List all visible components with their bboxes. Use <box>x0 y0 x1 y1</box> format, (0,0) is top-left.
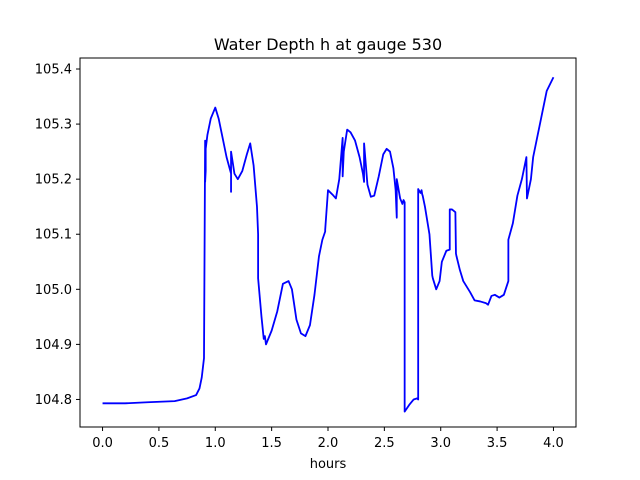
y-tick-label: 104.9 <box>35 338 72 353</box>
plot-frame <box>79 57 577 428</box>
x-axis-label: hours <box>310 457 347 472</box>
y-tick-label: 105.3 <box>35 118 72 133</box>
x-tick-label: 1.5 <box>261 436 282 451</box>
y-tick-label: 105.2 <box>35 173 72 188</box>
x-tick-label: 3.0 <box>430 436 451 451</box>
x-tick-label: 4.0 <box>543 436 564 451</box>
x-tick-label: 0.5 <box>149 436 170 451</box>
y-tick-label: 104.8 <box>35 393 72 408</box>
series-line-0 <box>102 76 555 413</box>
x-tick-label: 1.0 <box>205 436 226 451</box>
x-tick-label: 2.5 <box>374 436 395 451</box>
y-tick-label: 105.1 <box>35 228 72 243</box>
chart-title: Water Depth h at gauge 530 <box>214 35 442 54</box>
x-tick-label: 2.0 <box>318 436 339 451</box>
x-axis: 0.0 0.5 1.0 1.5 2.0 2.5 3.0 3.5 4.0 <box>92 427 564 451</box>
x-tick-label: 3.5 <box>487 436 508 451</box>
x-tick-label: 0.0 <box>92 436 113 451</box>
y-axis: 104.8 104.9 105.0 105.1 105.2 105.3 105.4 <box>35 63 80 408</box>
series-layer <box>102 76 555 413</box>
y-tick-label: 105.4 <box>35 63 72 78</box>
y-tick-label: 105.0 <box>35 283 72 298</box>
